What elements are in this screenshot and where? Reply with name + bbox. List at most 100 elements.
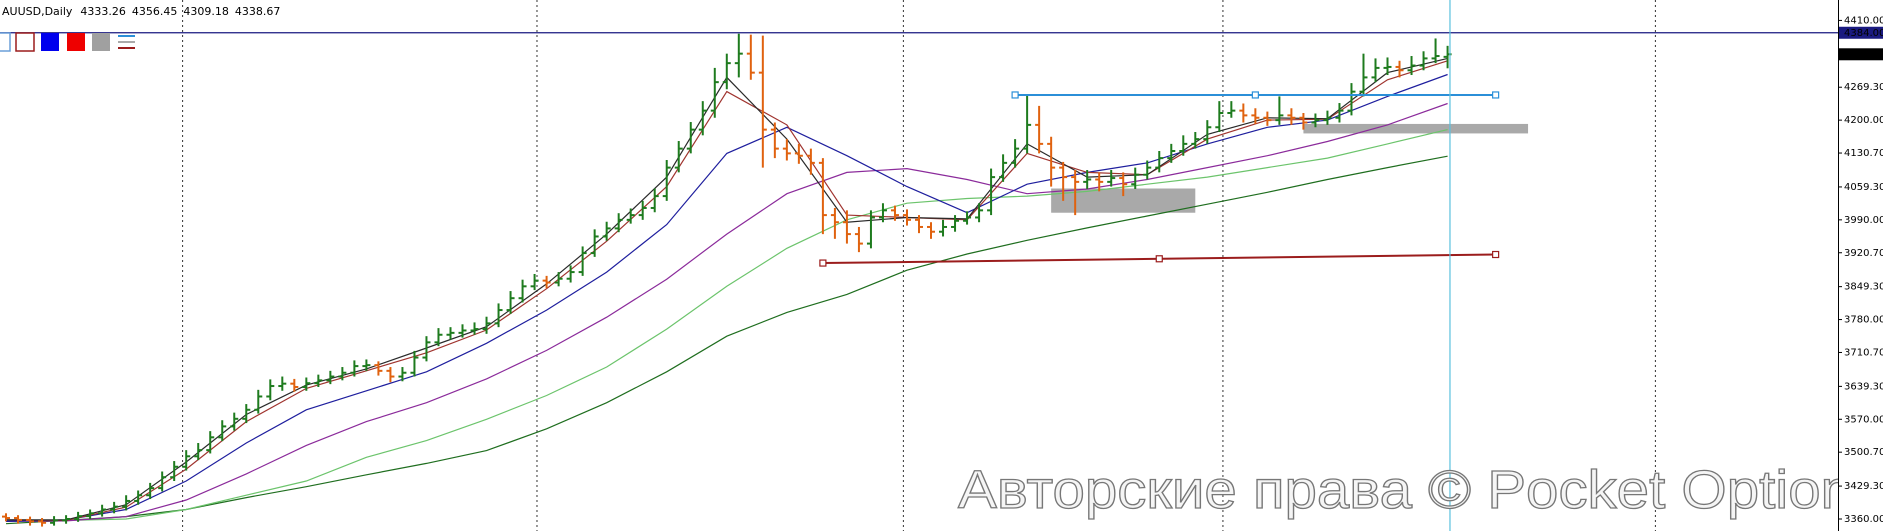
price-bar: [1035, 105, 1044, 154]
price-bar: [626, 208, 635, 224]
price-bar: [1215, 101, 1224, 133]
price-bar: [1287, 108, 1296, 125]
watermark: Авторские права © Pocket Option: [958, 460, 1853, 520]
zone: [1303, 123, 1529, 134]
price-bar: [218, 420, 227, 442]
price-bar: [782, 139, 791, 161]
price-bar: [939, 219, 948, 237]
price-bar: [927, 222, 936, 239]
plot-area: [0, 0, 1838, 531]
price-bar: [566, 265, 575, 283]
price-bar: [134, 490, 143, 505]
y-tick-label: 4059.30: [1844, 182, 1883, 193]
price-bar: [602, 221, 611, 241]
y-tick-label: 3990.00: [1844, 215, 1883, 226]
moving-average: [5, 102, 1448, 522]
price-bar: [278, 376, 287, 391]
price-bar: [518, 279, 527, 303]
price-bar: [902, 209, 911, 226]
price-bar: [818, 158, 827, 235]
price-bar: [170, 461, 179, 482]
price-bar: [1227, 101, 1236, 118]
price-bar: [290, 378, 299, 392]
price-bar: [1131, 167, 1140, 189]
price-bar: [110, 501, 119, 514]
price-bar: [326, 370, 335, 385]
chart-header: AUUSD,Daily 4333.26 4356.45 4309.18 4338.67: [2, 5, 280, 18]
price-bar: [866, 210, 875, 249]
tool-button[interactable]: [0, 32, 11, 52]
price-bar: [1239, 103, 1248, 123]
y-tick-label: 4200.00: [1844, 115, 1883, 126]
price-bar: [86, 509, 95, 519]
y-axis: 4410.00 4269.30 4200.00 4130.70 4059.30 3990.…: [1838, 0, 1883, 531]
price-bar: [1383, 57, 1392, 76]
price-bar: [1335, 103, 1344, 123]
moving-average: [6, 129, 1448, 521]
price-bar: [26, 516, 35, 526]
price-bar: [890, 205, 899, 221]
price-bar: [302, 377, 311, 391]
price-bar: [410, 350, 419, 377]
level-label: 4384.00: [1844, 28, 1883, 39]
price-bar: [686, 122, 695, 154]
price-bar: [662, 160, 671, 201]
price-bar: [878, 203, 887, 223]
price-bar: [1395, 60, 1404, 78]
price-bar: [254, 389, 263, 414]
price-bar: [830, 207, 839, 239]
anchor-handle: [819, 259, 827, 267]
price-bar: [506, 291, 515, 314]
price-bar: [975, 203, 984, 223]
price-bar: [1143, 160, 1152, 180]
price-bar: [915, 215, 923, 234]
price-bar: [1107, 169, 1116, 187]
tool-button[interactable]: [118, 35, 135, 49]
price-bar: [350, 360, 359, 377]
price-bar: [2, 513, 11, 522]
price-bar: [746, 34, 755, 80]
price-bar: [1167, 143, 1176, 163]
price-bar: [314, 374, 323, 387]
price-bar: [710, 67, 719, 118]
price-bar: [590, 229, 599, 257]
price-bar: [1155, 150, 1164, 173]
price-bar: [530, 273, 539, 291]
price-bar: [1431, 38, 1440, 64]
price-bar: [1251, 108, 1260, 124]
tool-button[interactable]: [67, 33, 85, 51]
price-bar: [470, 322, 479, 335]
price-bar: [987, 168, 996, 216]
tool-button[interactable]: [92, 33, 110, 51]
y-tick-label: 3710.70: [1844, 347, 1883, 358]
price-bar: [1407, 56, 1416, 76]
price-bar: [98, 504, 107, 517]
price-bar: [62, 515, 71, 524]
price-bar: [422, 336, 431, 362]
tool-button[interactable]: [41, 33, 59, 51]
price-bar: [482, 316, 491, 334]
price-bar: [266, 379, 275, 401]
price-bar: [674, 141, 683, 173]
price-bar: [1011, 139, 1020, 168]
anchor-handle: [1492, 250, 1500, 259]
price-bar: [1095, 172, 1104, 192]
price-bar: [1299, 113, 1308, 130]
price-bar: [194, 443, 203, 461]
price-bar: [1023, 95, 1032, 154]
price-bar: [1359, 53, 1368, 97]
price-bar: [854, 226, 863, 253]
tool-button[interactable]: [15, 32, 35, 52]
price-bar: [122, 495, 131, 511]
price-bar: [146, 482, 155, 500]
price-bar: [242, 404, 251, 424]
price-bar: [842, 210, 851, 244]
price-bar: [398, 367, 407, 382]
price-bar: [1323, 110, 1332, 125]
price-bar: [999, 154, 1008, 182]
open-value: 4333.26: [80, 5, 126, 18]
y-tick-label: 4269.30: [1844, 82, 1883, 93]
level-label-box: [1839, 26, 1883, 39]
